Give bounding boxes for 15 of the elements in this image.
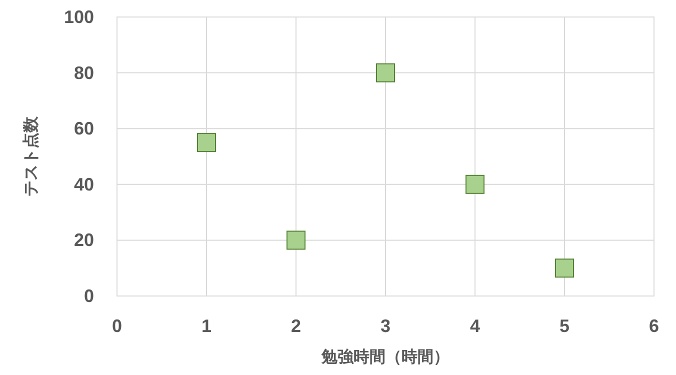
y-tick-label: 20 xyxy=(74,230,94,250)
x-tick-label: 3 xyxy=(380,316,391,336)
y-tick-label: 100 xyxy=(64,7,94,27)
x-tick-label: 5 xyxy=(559,316,570,336)
y-axis-title: テスト点数 xyxy=(22,116,40,196)
x-tick-label: 2 xyxy=(290,316,302,336)
y-tick-label: 40 xyxy=(74,174,94,194)
y-tick-label: 80 xyxy=(74,62,94,83)
x-axis-title: 勉強時間（時間） xyxy=(320,348,450,366)
x-tick-label: 0 xyxy=(112,316,122,336)
y-tick-label: 0 xyxy=(84,286,94,306)
x-tick-label: 6 xyxy=(648,316,660,336)
x-tick-label: 1 xyxy=(201,316,212,336)
x-tick-label: 4 xyxy=(470,316,480,336)
y-tick-label: 60 xyxy=(74,118,94,139)
